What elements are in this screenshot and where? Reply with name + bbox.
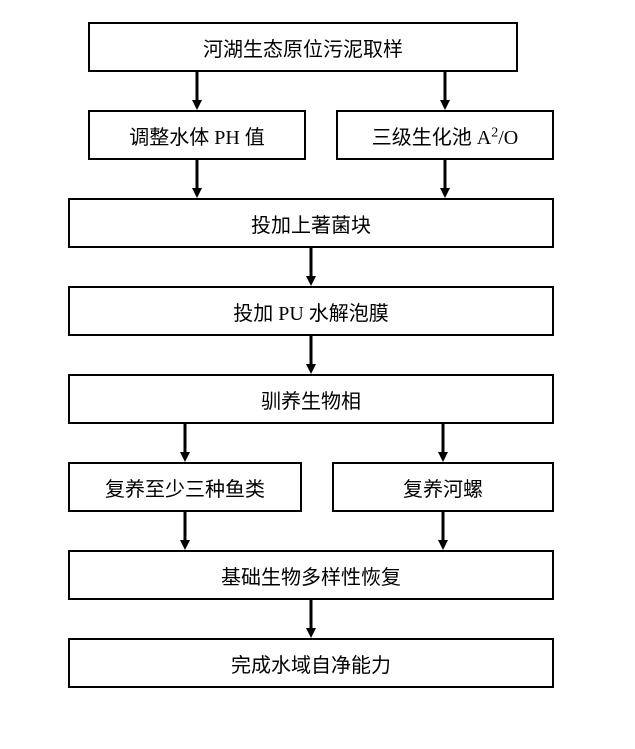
flow-node-4: 投加上著菌块 — [68, 198, 554, 248]
flow-node-7: 复养至少三种鱼类 — [68, 462, 302, 512]
flow-node-3: 三级生化池 A2/O — [336, 110, 554, 160]
flow-node-7-label: 复养至少三种鱼类 — [105, 473, 265, 502]
flow-node-9-label: 基础生物多样性恢复 — [221, 561, 401, 590]
flow-node-3-label: 三级生化池 A2/O — [372, 121, 518, 150]
flow-node-1-label: 河湖生态原位污泥取样 — [203, 33, 403, 62]
flow-node-8-label: 复养河螺 — [403, 473, 483, 502]
flow-node-2: 调整水体 PH 值 — [88, 110, 306, 160]
flow-node-6-label: 驯养生物相 — [261, 385, 361, 414]
flow-node-8: 复养河螺 — [332, 462, 554, 512]
flow-node-10-label: 完成水域自净能力 — [231, 649, 391, 678]
flow-node-1: 河湖生态原位污泥取样 — [88, 22, 518, 72]
flow-node-4-label: 投加上著菌块 — [251, 209, 371, 238]
flow-node-6: 驯养生物相 — [68, 374, 554, 424]
flow-node-10: 完成水域自净能力 — [68, 638, 554, 688]
flow-node-5: 投加 PU 水解泡膜 — [68, 286, 554, 336]
flow-node-2-label: 调整水体 PH 值 — [129, 121, 265, 150]
flow-node-5-label: 投加 PU 水解泡膜 — [233, 297, 389, 326]
flow-node-9: 基础生物多样性恢复 — [68, 550, 554, 600]
